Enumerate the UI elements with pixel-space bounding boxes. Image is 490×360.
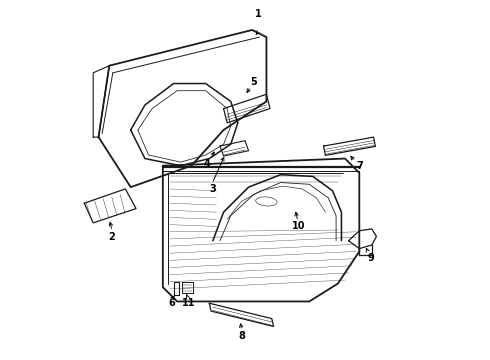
Text: 8: 8 <box>238 332 245 342</box>
Text: 11: 11 <box>182 297 196 307</box>
Text: 2: 2 <box>109 232 116 242</box>
Text: 5: 5 <box>250 77 257 87</box>
Text: 10: 10 <box>292 221 305 231</box>
Text: 6: 6 <box>168 297 175 307</box>
Text: 4: 4 <box>204 159 211 169</box>
Text: 1: 1 <box>255 9 262 19</box>
Text: 3: 3 <box>210 184 216 194</box>
Text: 9: 9 <box>368 252 374 262</box>
Text: 7: 7 <box>356 161 363 171</box>
